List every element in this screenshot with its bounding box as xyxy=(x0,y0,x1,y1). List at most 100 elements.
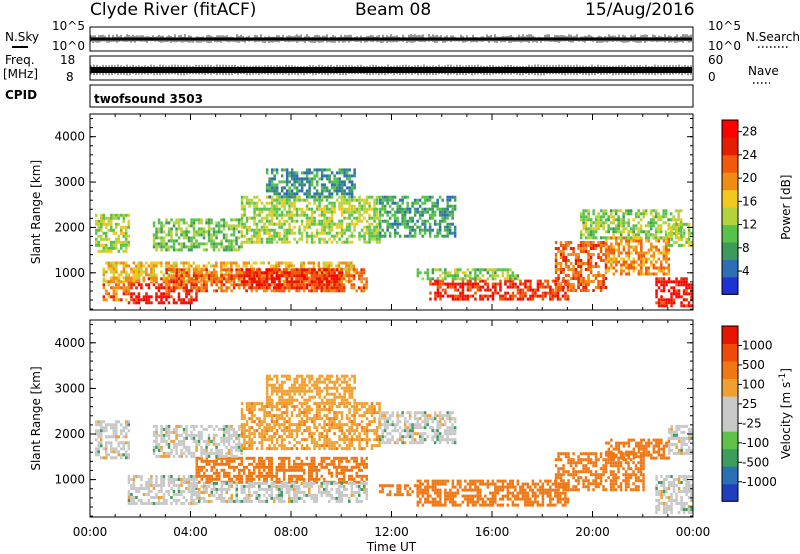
echo-cell xyxy=(592,247,595,250)
echo-cell xyxy=(438,228,442,232)
echo-cell xyxy=(112,228,115,232)
echo-cell xyxy=(298,225,301,229)
echo-cell xyxy=(105,456,108,460)
echo-cell xyxy=(117,450,120,454)
echo-cell xyxy=(245,484,248,488)
echo-cell xyxy=(335,496,338,500)
echo-cell xyxy=(381,198,384,202)
echo-cell xyxy=(170,230,173,234)
echo-cell xyxy=(280,225,284,229)
echo-cell xyxy=(539,294,542,298)
echo-cell xyxy=(253,228,256,232)
echo-cell xyxy=(536,279,540,283)
echo-cell xyxy=(288,459,291,463)
echo-cell xyxy=(436,294,440,298)
echo-cell xyxy=(165,499,168,502)
beam-title: Beam 08 xyxy=(355,0,431,20)
echo-cell xyxy=(220,277,223,281)
echo-cell xyxy=(160,496,163,499)
echo-cell xyxy=(604,212,608,216)
echo-cell xyxy=(612,236,615,240)
echo-cell xyxy=(655,280,658,284)
echo-cell xyxy=(115,435,118,439)
echo-cell xyxy=(210,271,213,275)
echo-cell xyxy=(335,180,339,184)
echo-cell xyxy=(667,218,670,222)
echo-cell xyxy=(340,168,344,172)
echo-cell xyxy=(110,423,113,427)
echo-cell xyxy=(347,280,351,284)
echo-cell xyxy=(308,219,311,223)
echo-cell xyxy=(230,245,233,249)
echo-cell xyxy=(612,209,615,213)
echo-cell xyxy=(340,192,344,196)
echo-cell xyxy=(120,429,123,433)
echo-cell xyxy=(223,456,226,460)
echo-cell xyxy=(325,204,329,208)
echo-cell xyxy=(260,201,264,205)
echo-cell xyxy=(328,493,331,497)
echo-cell xyxy=(423,198,427,202)
colorbar-segment xyxy=(722,137,738,156)
echo-cell xyxy=(340,231,344,235)
echo-cell xyxy=(609,227,613,231)
echo-cell xyxy=(280,456,283,460)
echo-cell xyxy=(125,249,128,253)
echo-cell xyxy=(416,274,420,278)
echo-cell xyxy=(378,240,381,244)
echo-cell xyxy=(431,210,434,214)
echo-cell xyxy=(657,215,660,219)
echo-cell xyxy=(142,493,146,496)
echo-cell xyxy=(584,241,588,244)
echo-cell xyxy=(325,261,328,265)
echo-cell xyxy=(353,207,356,211)
echo-cell xyxy=(217,286,221,290)
echo-cell xyxy=(265,240,269,244)
echo-cell xyxy=(147,487,151,490)
echo-cell xyxy=(459,268,462,272)
echo-cell xyxy=(599,289,603,292)
echo-cell xyxy=(167,230,171,234)
echo-cell xyxy=(315,231,319,235)
echo-cell xyxy=(562,259,565,262)
echo-cell xyxy=(167,493,171,496)
echo-cell xyxy=(554,241,558,244)
echo-cell xyxy=(198,456,201,460)
echo-cell xyxy=(396,204,399,208)
echo-cell xyxy=(567,268,570,271)
echo-cell xyxy=(243,283,246,287)
echo-cell xyxy=(657,248,661,252)
echo-cell xyxy=(265,216,269,220)
echo-cell xyxy=(587,274,590,277)
echo-cell xyxy=(597,221,600,225)
echo-cell xyxy=(210,274,213,278)
echo-cell xyxy=(599,283,603,286)
echo-cell xyxy=(160,298,163,302)
echo-cell xyxy=(599,209,603,213)
echo-cell xyxy=(345,216,349,220)
echo-cell xyxy=(285,171,289,175)
echo-cell xyxy=(272,289,276,293)
echo-cell xyxy=(170,481,173,484)
echo-cell xyxy=(125,420,128,424)
echo-cell xyxy=(592,265,595,268)
echo-cell xyxy=(315,493,318,497)
echo-cell xyxy=(220,283,223,287)
echo-cell xyxy=(358,198,361,202)
echo-cell xyxy=(308,490,311,494)
echo-cell xyxy=(446,216,449,220)
echo-cell xyxy=(107,283,111,287)
echo-cell xyxy=(117,453,120,457)
echo-cell xyxy=(358,237,361,241)
echo-cell xyxy=(270,177,274,181)
echo-cell xyxy=(285,201,289,205)
echo-cell xyxy=(363,201,366,205)
echo-cell xyxy=(300,183,304,187)
echo-cell xyxy=(155,276,158,280)
echo-cell xyxy=(260,474,263,478)
echo-cell xyxy=(360,468,363,472)
echo-cell xyxy=(602,280,605,283)
echo-cell xyxy=(610,260,613,264)
echo-cell xyxy=(323,490,326,494)
echo-cell xyxy=(285,271,289,275)
